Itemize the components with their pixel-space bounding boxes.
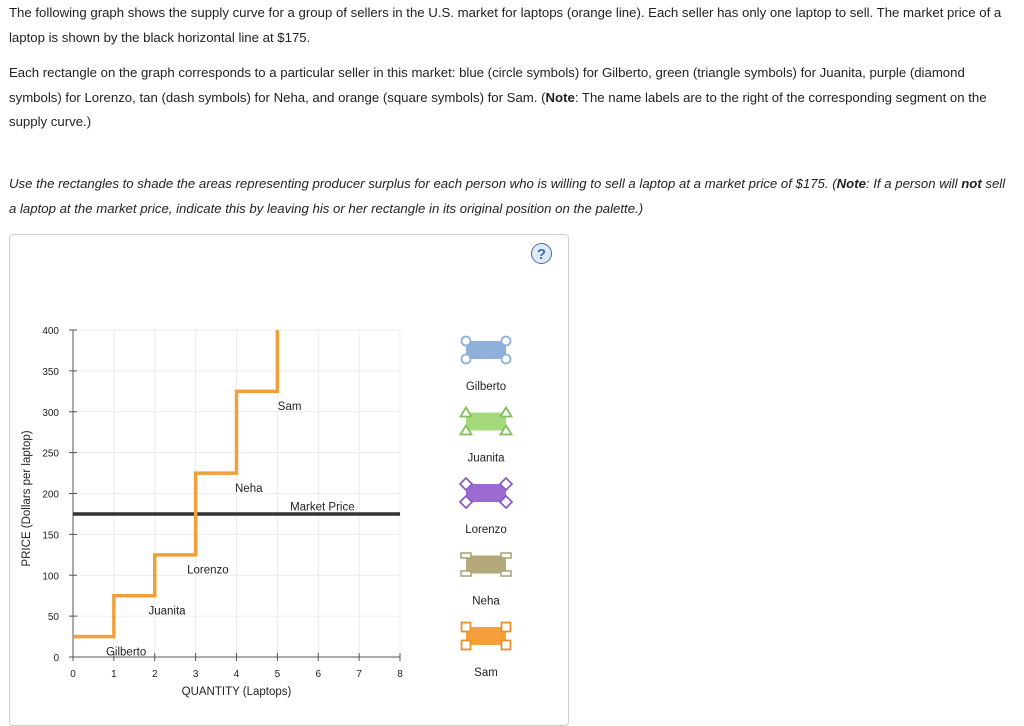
note-label: Note [545, 89, 575, 105]
palette-label-gilberto: Gilberto [466, 381, 506, 393]
instruction-paragraph-1: The following graph shows the supply cur… [9, 1, 1014, 50]
supply-curve-line [73, 330, 280, 639]
triangle-handle-icon [458, 423, 474, 436]
palette-rect-lorenzo[interactable] [458, 476, 514, 510]
square-handle-icon [500, 639, 512, 651]
diamond-handle-icon [458, 476, 474, 492]
palette-label-neha: Neha [472, 596, 500, 608]
dash-handle-icon [460, 570, 472, 577]
segment-label-juanita: Juanita [148, 605, 186, 617]
instruction-text-3b: : If a person will [865, 176, 962, 191]
triangle-handle-icon [498, 423, 514, 436]
circle-handle-icon [500, 353, 512, 365]
segment-label-sam: Sam [278, 401, 302, 413]
triangle-handle-icon [458, 405, 474, 418]
segment-label-market-price: Market Price [290, 502, 355, 514]
segment-label-neha: Neha [235, 483, 263, 495]
diamond-handle-icon [498, 494, 514, 510]
circle-handle-icon [460, 353, 472, 365]
triangle-handle-icon [498, 405, 514, 418]
x-tick-label-7: 7 [356, 669, 362, 680]
palette-rect-fill-neha [466, 555, 506, 574]
square-handle-icon [500, 621, 512, 633]
help-icon[interactable]: ? [531, 243, 552, 264]
x-tick-label-2: 2 [152, 669, 158, 680]
instruction-paragraph-3: Use the rectangles to shade the areas re… [9, 172, 1014, 221]
palette-label-sam: Sam [474, 667, 498, 679]
segment-label-gilberto: Gilberto [106, 646, 146, 658]
palette-rect-fill-gilberto [466, 341, 506, 359]
chart-ticks: 0 50 100 150 200 250 300 350 400 0 1 2 3 4 5 6 7 8 [42, 326, 403, 680]
emphasis-not: not [961, 176, 982, 191]
y-axis-title: PRICE (Dollars per laptop) [21, 430, 33, 566]
segment-label-lorenzo: Lorenzo [187, 565, 229, 577]
y-tick-label-200: 200 [42, 490, 59, 501]
x-tick-label-3: 3 [193, 669, 199, 680]
y-tick-label-400: 400 [42, 326, 59, 337]
instruction-paragraph-2: Each rectangle on the graph corresponds … [9, 61, 1014, 135]
x-tick-label-0: 0 [70, 669, 76, 680]
palette-label-lorenzo: Lorenzo [465, 524, 507, 536]
palette-rect-sam[interactable] [460, 621, 512, 651]
segment-labels-group: Gilberto Juanita Lorenzo Neha Sam Market Pric… [106, 401, 355, 658]
instruction-text-3c: sell a laptop at the market price, indic… [9, 176, 1006, 216]
palette-rect-fill-lorenzo [466, 484, 506, 502]
x-tick-label-6: 6 [315, 669, 321, 680]
y-tick-label-250: 250 [42, 449, 59, 460]
palette-label-juanita: Juanita [467, 453, 505, 465]
instruction-text-1: The following graph shows the supply cur… [9, 5, 1002, 45]
diamond-handle-icon [458, 494, 474, 510]
palette-group: Gilberto Juanita Lorenzo Neha Sam [458, 335, 514, 679]
diamond-handle-icon [498, 476, 514, 492]
palette-rect-juanita[interactable] [458, 405, 514, 436]
y-tick-label-150: 150 [42, 530, 59, 541]
palette-rect-gilberto[interactable] [460, 335, 512, 365]
palette-rect-neha[interactable] [460, 552, 512, 577]
dash-handle-icon [500, 552, 512, 559]
dash-handle-icon [500, 570, 512, 577]
x-tick-label-1: 1 [111, 669, 117, 680]
y-tick-label-0: 0 [53, 653, 59, 664]
y-tick-label-50: 50 [48, 612, 60, 623]
circle-handle-icon [460, 335, 472, 347]
circle-handle-icon [500, 335, 512, 347]
note-label-2: Note [836, 176, 866, 191]
x-tick-label-4: 4 [234, 669, 240, 680]
dash-handle-icon [460, 552, 472, 559]
y-tick-label-100: 100 [42, 571, 59, 582]
instruction-text-3a: Use the rectangles to shade the areas re… [9, 176, 837, 191]
square-handle-icon [460, 639, 472, 651]
x-axis-title: QUANTITY (Laptops) [182, 686, 292, 698]
palette-rect-fill-juanita [466, 412, 506, 431]
y-tick-label-350: 350 [42, 367, 59, 378]
square-handle-icon [460, 621, 472, 633]
instruction-text-2a: Each rectangle on the graph corresponds … [9, 65, 965, 105]
x-tick-label-5: 5 [275, 669, 281, 680]
instruction-text-2b: : The name labels are to the right of th… [9, 89, 987, 130]
palette-rect-fill-sam [466, 627, 506, 645]
x-tick-label-8: 8 [397, 669, 403, 680]
supply-curve-group [73, 330, 280, 639]
y-tick-label-300: 300 [42, 408, 59, 419]
